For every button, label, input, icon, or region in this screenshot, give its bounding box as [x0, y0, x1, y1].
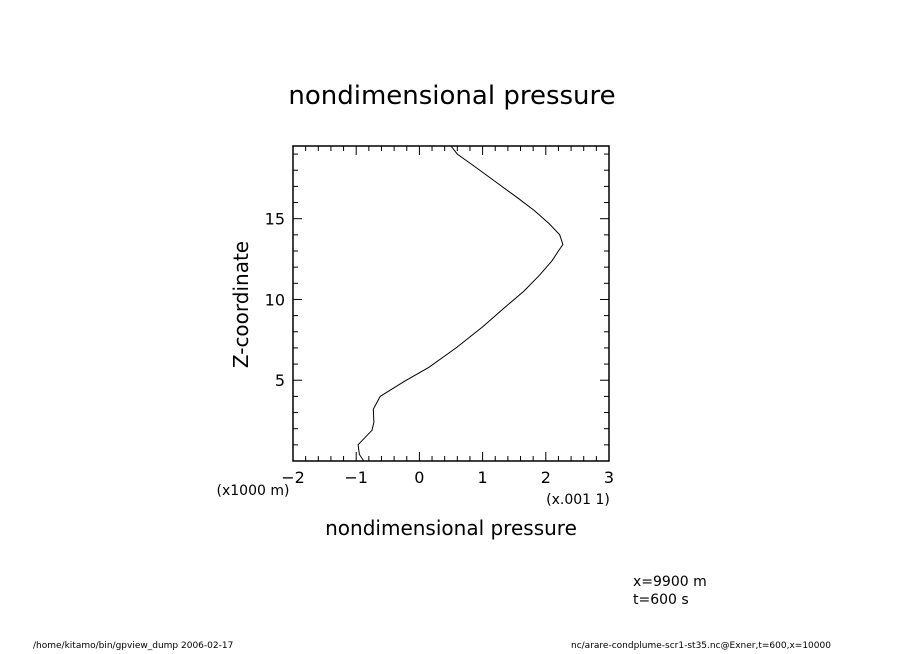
x-tick-label: 2: [541, 468, 551, 487]
footer-left: /home/kitamo/bin/gpview_dump 2006-02-17: [33, 641, 234, 651]
time-annotation: t=600 s: [633, 592, 689, 608]
x-tick-label: −1: [344, 468, 368, 487]
y-axis-label: Z-coordinate: [229, 241, 253, 368]
y-tick-label: 15: [265, 210, 285, 229]
x-tick-label: −2: [281, 468, 305, 487]
x-scale-note: (x.001 1): [546, 492, 610, 508]
plot-frame: [292, 145, 610, 462]
series-line: [357, 145, 564, 462]
y-tick-labels: 5 10 15: [265, 210, 285, 391]
x-tick-label: 3: [604, 468, 614, 487]
x-tick-label: 0: [414, 468, 424, 487]
x-tick-label: 1: [478, 468, 488, 487]
footer-right: nc/arare-condplume-scr1-st35.nc@Exner,t=…: [571, 641, 831, 651]
y-scale-note: (x1000 m): [217, 483, 290, 499]
x-axis-label: nondimensional pressure: [325, 516, 577, 540]
axis-ticks: [292, 146, 610, 461]
x-tick-labels: −2 −1 0 1 2 3: [281, 468, 614, 487]
y-tick-label: 10: [265, 290, 285, 309]
y-tick-label: 5: [275, 371, 285, 390]
chart-title: nondimensional pressure: [288, 81, 615, 111]
x-position-annotation: x=9900 m: [633, 574, 707, 590]
